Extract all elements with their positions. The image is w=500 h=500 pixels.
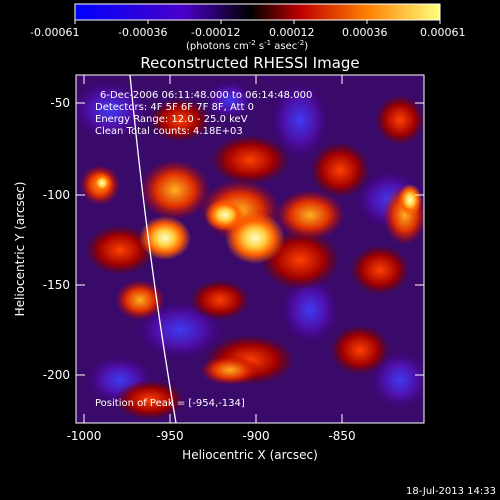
annotation-detectors: Detectors: 4F 5F 6F 7F 8F, Att 0 [95,102,254,113]
x-axis-ticks [83,75,343,423]
y-axis-label: Heliocentric Y (arcsec) [13,182,27,317]
footer-timestamp: 18-Jul-2013 14:33 [406,486,496,497]
annotation-energy: Energy Range: 12.0 - 25.0 keV [95,114,248,125]
y-tick-label: -50 [50,96,70,110]
annotation-clean: Clean Total counts: 4.18E+03 [95,126,243,137]
colorbar-gradient [74,3,441,21]
x-axis-label: Heliocentric X (arcsec) [182,448,318,462]
colorbar-tick: 0.00012 [269,26,315,39]
colorbar-tick: 0.00061 [420,26,466,39]
x-tick-label: -1000 [67,429,102,443]
y-tick-label: -200 [43,368,70,382]
y-axis-ticks [76,102,424,376]
annotations: 6-Dec-2006 06:11:48.000 to 06:14:48.000 … [95,90,312,409]
colorbar-tick: 0.00036 [342,26,388,39]
annotation-time: 6-Dec-2006 06:11:48.000 to 06:14:48.000 [100,90,312,101]
rhessi-image [76,75,424,423]
colorbar-tick: -0.00036 [118,26,167,39]
x-tick-label: -950 [156,429,183,443]
colorbar-tick: -0.00012 [191,26,240,39]
colorbar: -0.00061 -0.00036 -0.00012 0.00012 0.000… [30,3,466,52]
plot-title: Reconstructed RHESSI Image [140,54,359,72]
y-tick-label: -150 [43,278,70,292]
annotation-peak: Position of Peak = [-954,-134] [95,398,245,409]
colorbar-units: (photons cm-2 s-1 asec-2) [186,39,308,52]
y-tick-label: -100 [43,188,70,202]
plot-frame [75,74,425,424]
colorbar-tick: -0.00061 [30,26,79,39]
x-tick-label: -900 [242,429,269,443]
x-tick-label: -850 [328,429,355,443]
solar-limb [129,75,177,423]
